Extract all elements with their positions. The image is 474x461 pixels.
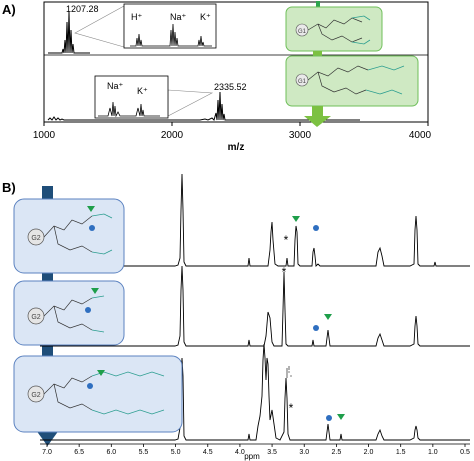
- panel-b-label: B): [2, 180, 16, 195]
- green-arrow-head: [304, 116, 331, 127]
- inset-bottom-trace: [98, 101, 160, 118]
- b-xaxis: 7.0 6.5 6.0 5.5 5.0 4.5 4.0 3.5 3.0 2.5 2.0 1.5 1.0 0…: [42, 444, 470, 456]
- ion-h: H⁺: [131, 12, 142, 22]
- structure-box-top: [285, 6, 383, 52]
- triangle-marker-2: [324, 314, 332, 320]
- a-xlabel: m/z: [228, 142, 245, 153]
- star-3: *: [289, 401, 294, 415]
- a-tick-1000: 1000: [33, 130, 56, 141]
- b-tick-label: 7.0: [42, 449, 52, 456]
- b-tick-label: 3.0: [299, 449, 309, 456]
- b-tick-label: 6.0: [106, 449, 116, 456]
- inset-bottom: [94, 75, 169, 119]
- inset-top-trace: [130, 23, 212, 47]
- green-arrow-shaft: [312, 106, 323, 116]
- b-tick-label: 6.5: [74, 449, 84, 456]
- b-tick-label: 0.5: [460, 449, 470, 456]
- peak-label-bottom: 2335.52: [214, 82, 247, 92]
- b-tick-label: 1.5: [396, 449, 406, 456]
- structure-box-b2: [13, 280, 125, 346]
- ion-k-bottom: K⁺: [137, 86, 148, 96]
- panel-a-label: A): [2, 2, 16, 17]
- molecule-top-ends: [351, 15, 371, 45]
- star-2: *: [282, 265, 287, 279]
- b-tick-label: 2.0: [364, 449, 374, 456]
- nmr-spectrum-1: [40, 173, 470, 267]
- a-tick-3000: 3000: [289, 130, 312, 141]
- gen-label-b1: G2: [31, 235, 40, 242]
- ion-k-top: K⁺: [200, 12, 211, 22]
- structure-box-bottom: [285, 55, 419, 107]
- b-tick-label: 2.5: [332, 449, 342, 456]
- molecule-bottom: [307, 65, 369, 95]
- b-tick-label: 4.5: [203, 449, 213, 456]
- panel-a-xaxis: 1000 2000 3000 4000 m/z: [33, 122, 432, 153]
- molecule-bottom-ends: [365, 65, 405, 95]
- gen-label-bottom: G1: [298, 79, 307, 85]
- triangle-marker-3: [337, 414, 345, 420]
- gen-label-b2: G2: [31, 314, 40, 321]
- gen-label-b3: G2: [31, 392, 40, 399]
- peak-label-top: 1207.28: [66, 4, 99, 14]
- structure-box-b1: [13, 198, 125, 274]
- b-tick-label: 1.0: [428, 449, 438, 456]
- ion-na-top: Na⁺: [170, 12, 187, 22]
- nmr-spectrum-2: [40, 265, 470, 347]
- gen-label-top: G1: [298, 29, 307, 35]
- circle-marker-1: [313, 225, 319, 231]
- connector-arrow-shaft: [313, 51, 322, 56]
- triangle-marker-1: [292, 216, 300, 222]
- b-xlabel: ppm: [244, 452, 260, 461]
- circle-marker-2: [313, 325, 319, 331]
- circle-marker-3: [326, 415, 332, 421]
- zoom-wedge-bottom: [167, 89, 214, 117]
- ms-bottom-spectrum: [47, 91, 360, 121]
- green-tab-top: [316, 1, 320, 7]
- b-tick-label: 5.5: [139, 449, 149, 456]
- star-1: *: [284, 233, 289, 247]
- panel-a-frame: [43, 1, 429, 123]
- b-tick-label: 5.0: [171, 449, 181, 456]
- a-tick-2000: 2000: [161, 130, 184, 141]
- ion-na-bottom: Na⁺: [107, 81, 124, 91]
- nmr-spectrum-3: [40, 343, 470, 441]
- ms-top-spectrum: [48, 11, 90, 54]
- b-tick-label: 4.0: [235, 449, 245, 456]
- a-tick-4000: 4000: [409, 130, 432, 141]
- structure-box-b3: [13, 355, 183, 433]
- b-tick-label: 3.5: [267, 449, 277, 456]
